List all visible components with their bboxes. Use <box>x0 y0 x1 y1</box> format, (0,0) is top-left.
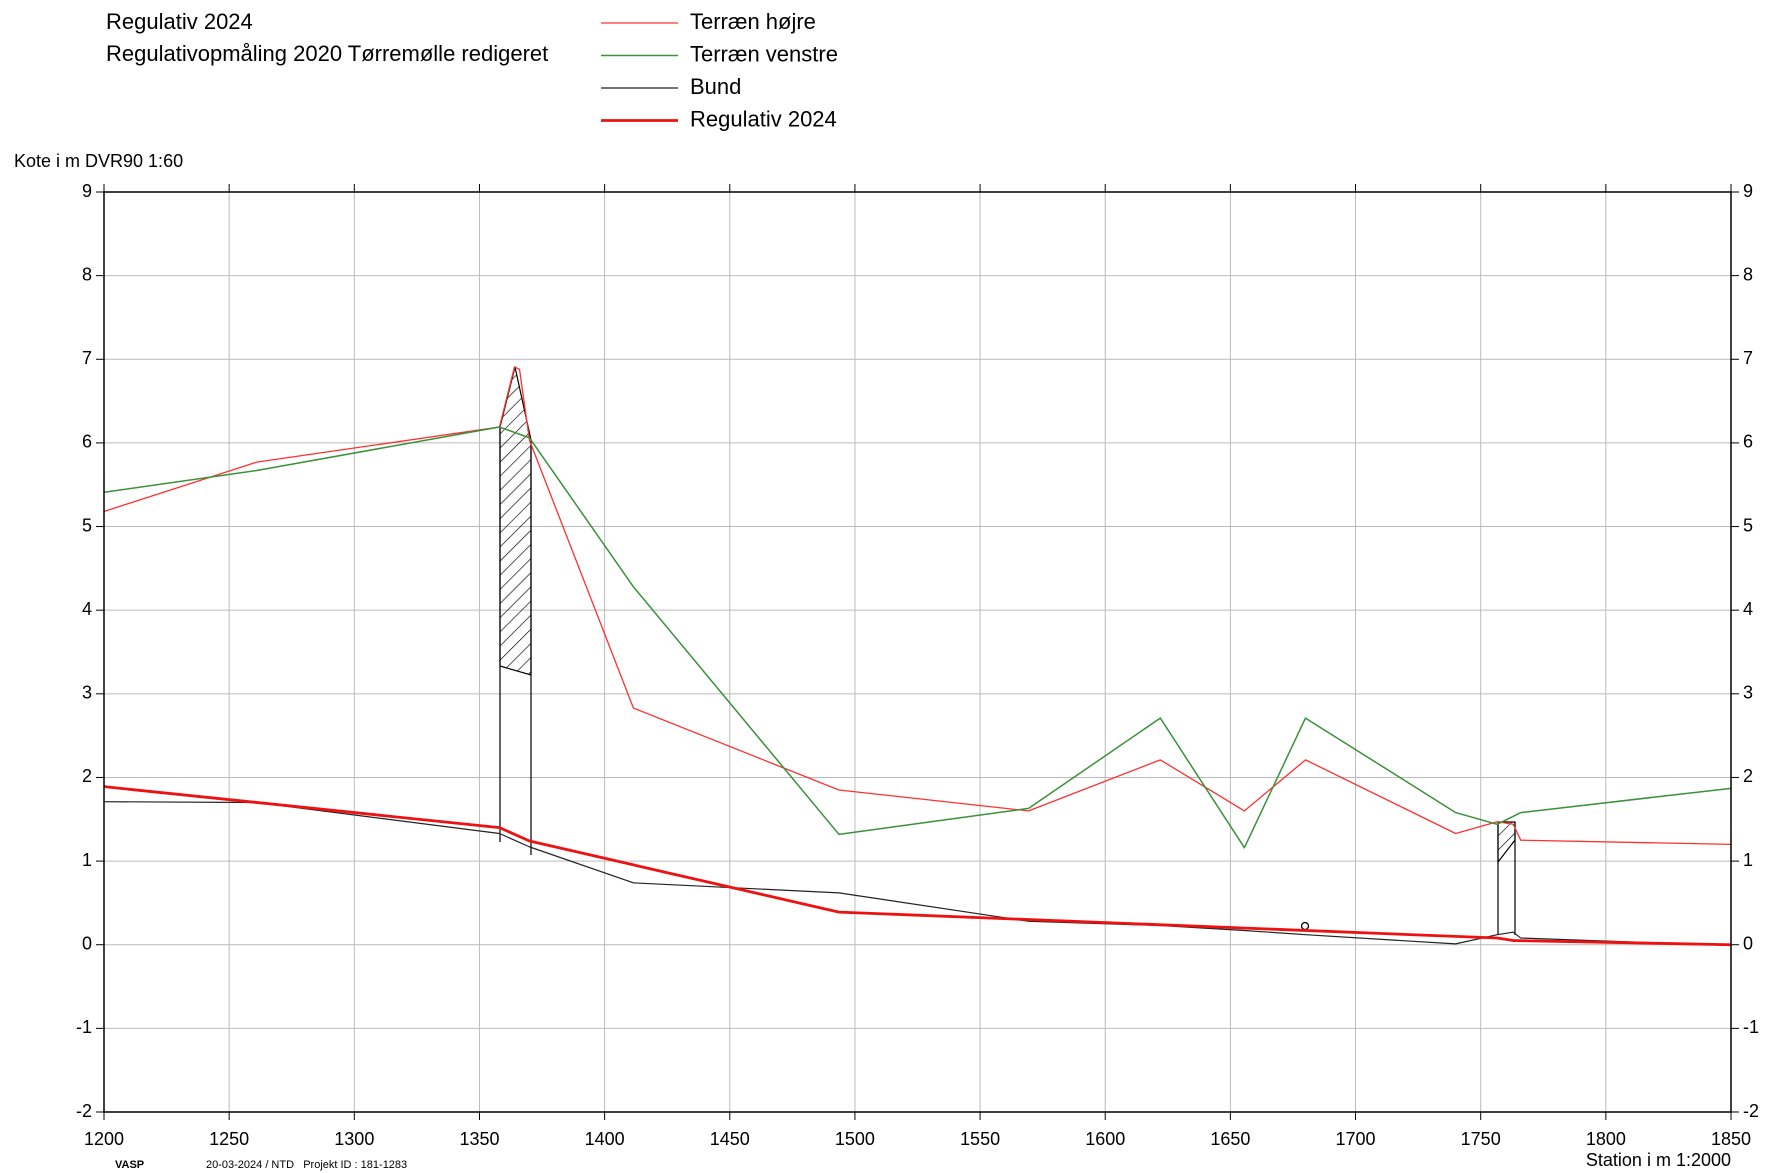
x-tick-label: 1750 <box>1461 1129 1501 1149</box>
y-tick-label: 2 <box>82 766 92 786</box>
x-axis-label: Station i m 1:2000 <box>1586 1150 1731 1170</box>
series-line <box>103 426 1732 849</box>
chart-title: Regulativ 2024 <box>106 9 253 34</box>
legend-label: Regulativ 2024 <box>690 106 837 131</box>
plot-frame <box>103 191 1732 1113</box>
y-tick-label: 9 <box>82 181 92 201</box>
y2-tick-label: 0 <box>1743 933 1753 953</box>
x-tick-label: 1450 <box>710 1129 750 1149</box>
software: VASP <box>115 1159 144 1171</box>
x-tick-label: 1350 <box>459 1129 499 1149</box>
y-tick-label: 4 <box>82 599 92 619</box>
y-tick-label: -1 <box>76 1017 92 1037</box>
y2-tick-label: 6 <box>1743 432 1753 452</box>
structure <box>499 366 1516 935</box>
y-axis-label: Kote i m DVR90 1:60 <box>14 151 183 171</box>
y2-tick-label: 4 <box>1743 599 1753 619</box>
series-line <box>103 785 1732 947</box>
y2-tick-label: 8 <box>1743 264 1753 284</box>
legend-label: Bund <box>690 74 741 99</box>
y2-tick-label: -2 <box>1743 1101 1759 1121</box>
footer-note: 20-03-2024 / NTD Projekt ID : 181-1283 <box>206 1159 407 1171</box>
y-tick-label: 7 <box>82 348 92 368</box>
x-tick-label: 1850 <box>1711 1129 1751 1149</box>
chart-subtitle: Regulativopmåling 2020 Tørremølle redige… <box>106 41 548 66</box>
series-line <box>103 366 1732 846</box>
x-tick-label: 1500 <box>835 1129 875 1149</box>
x-tick-label: 1200 <box>84 1129 124 1149</box>
y2-tick-label: 2 <box>1743 766 1753 786</box>
y-tick-label: 0 <box>82 933 92 953</box>
x-tick-label: 1300 <box>334 1129 374 1149</box>
y2-tick-label: 7 <box>1743 348 1753 368</box>
x-tick-label: 1600 <box>1085 1129 1125 1149</box>
x-tick-label: 1650 <box>1210 1129 1250 1149</box>
y2-tick-label: 9 <box>1743 181 1753 201</box>
y-tick-label: 1 <box>82 850 92 870</box>
y2-tick-label: 1 <box>1743 850 1753 870</box>
y2-tick-label: 5 <box>1743 515 1753 535</box>
legend-label: Terræn venstre <box>690 41 838 66</box>
y-tick-label: 3 <box>82 683 92 703</box>
y-tick-label: 5 <box>82 515 92 535</box>
x-tick-label: 1250 <box>209 1129 249 1149</box>
y-tick-label: 6 <box>82 432 92 452</box>
legend-label: Terræn højre <box>690 9 816 34</box>
y2-tick-label: -1 <box>1743 1017 1759 1037</box>
x-tick-label: 1800 <box>1586 1129 1626 1149</box>
x-tick-label: 1400 <box>585 1129 625 1149</box>
y-tick-label: -2 <box>76 1101 92 1121</box>
x-tick-label: 1700 <box>1336 1129 1376 1149</box>
x-tick-label: 1550 <box>960 1129 1000 1149</box>
y2-tick-label: 3 <box>1743 683 1753 703</box>
y-tick-label: 8 <box>82 264 92 284</box>
